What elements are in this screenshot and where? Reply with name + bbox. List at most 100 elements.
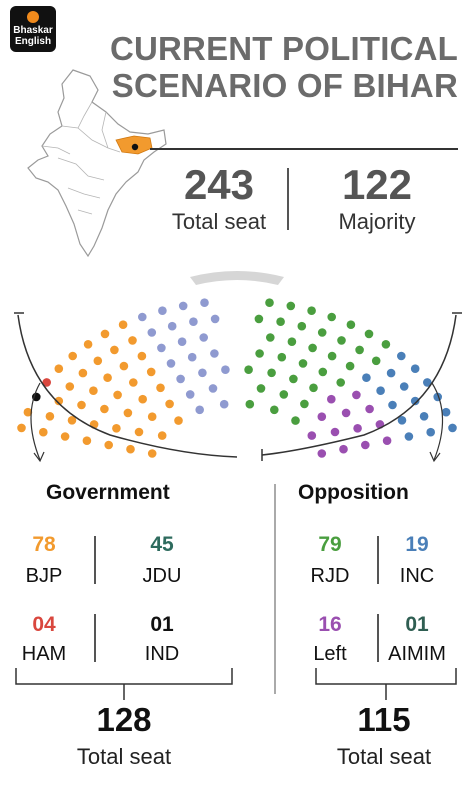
seat-dot bbox=[376, 386, 385, 395]
bhaskar-logo: Bhaskar English bbox=[10, 6, 56, 52]
seat-dot bbox=[441, 407, 451, 417]
speaker-dais bbox=[190, 271, 284, 285]
seat-dot bbox=[289, 374, 298, 384]
government-bracket bbox=[17, 314, 238, 458]
seat-dot bbox=[68, 351, 77, 361]
seat-dot bbox=[178, 301, 188, 311]
ind-label: IND bbox=[144, 643, 180, 665]
seat-dot bbox=[157, 343, 166, 353]
inc-seats: 19 bbox=[405, 533, 429, 556]
rjd-seats: 79 bbox=[318, 533, 342, 556]
seat-dot bbox=[89, 386, 98, 395]
seat-dot bbox=[100, 404, 109, 414]
opposition-total-label: Total seat bbox=[336, 744, 432, 769]
opposition-arrow-icon bbox=[431, 382, 444, 461]
seat-dot bbox=[287, 337, 297, 346]
seat-dot bbox=[327, 394, 336, 404]
seat-dot bbox=[78, 368, 88, 378]
opp-divider-bottom bbox=[377, 614, 379, 662]
seat-dot bbox=[255, 349, 264, 358]
government-total-value: 128 bbox=[96, 701, 152, 738]
seat-dot bbox=[129, 378, 138, 387]
seat-dot bbox=[67, 416, 77, 425]
seat-dot bbox=[345, 361, 355, 371]
seat-dot bbox=[309, 383, 318, 393]
panel-divider bbox=[274, 484, 276, 694]
seat-dot bbox=[256, 384, 266, 393]
seat-dot bbox=[39, 427, 48, 437]
seat-dot bbox=[221, 365, 230, 374]
inc-label: INC bbox=[399, 565, 435, 587]
seat-dot bbox=[341, 408, 351, 418]
seat-dot bbox=[123, 408, 133, 418]
seat-dot bbox=[266, 333, 275, 342]
seat-dot bbox=[286, 301, 296, 311]
jdu-seats: 45 bbox=[150, 533, 174, 556]
seat-dot bbox=[210, 314, 220, 324]
seat-dot bbox=[104, 440, 113, 450]
majority-stat: 122 Majority bbox=[318, 163, 436, 235]
logo-line1: Bhaskar bbox=[13, 25, 53, 36]
seat-dot bbox=[165, 399, 174, 409]
seat-dot bbox=[361, 440, 370, 450]
government-total-label: Total seat bbox=[76, 744, 172, 769]
seat-dot bbox=[337, 336, 346, 345]
seat-dot bbox=[291, 416, 300, 425]
seat-dot bbox=[187, 352, 197, 362]
seat-dot bbox=[208, 384, 218, 393]
seat-dot bbox=[423, 378, 432, 387]
seat-dot bbox=[118, 320, 128, 329]
opp-divider-top bbox=[377, 536, 379, 584]
bihar-marker-icon bbox=[131, 143, 139, 151]
seat-dot bbox=[45, 412, 55, 421]
seat-dot bbox=[244, 365, 253, 374]
seat-dot bbox=[279, 390, 289, 399]
seat-dot bbox=[371, 356, 381, 366]
opposition-total-value: 115 bbox=[357, 701, 411, 738]
seat-dot bbox=[156, 383, 165, 393]
seat-dot bbox=[388, 400, 397, 410]
seat-dot bbox=[119, 361, 129, 371]
seat-dot bbox=[167, 321, 177, 331]
seat-dot bbox=[254, 314, 264, 324]
seat-dot bbox=[195, 405, 204, 415]
page-title: CURRENT POLITICAL SCENARIO OF BIHAR bbox=[110, 30, 458, 104]
total-seat-stat: 243 Total seat bbox=[160, 163, 278, 235]
seat-dot bbox=[219, 399, 229, 409]
seat-dot bbox=[82, 436, 92, 445]
seat-dot bbox=[327, 312, 337, 322]
seat-dot bbox=[83, 340, 93, 349]
seat-dot bbox=[198, 368, 207, 378]
seat-dot bbox=[200, 298, 209, 307]
seat-dot bbox=[265, 298, 274, 307]
seat-dot bbox=[448, 423, 457, 433]
seat-dot bbox=[110, 345, 119, 355]
seat-dot bbox=[134, 427, 144, 437]
majority-label: Majority bbox=[338, 209, 416, 234]
seat-dot bbox=[307, 306, 316, 315]
summary-divider bbox=[287, 168, 289, 230]
seat-dot bbox=[318, 367, 328, 377]
seat-dot bbox=[147, 412, 157, 421]
seat-dot bbox=[93, 356, 103, 366]
seat-dot bbox=[317, 449, 327, 458]
seat-dot bbox=[404, 432, 414, 441]
ham-seats: 04 bbox=[32, 613, 56, 636]
seat-dot bbox=[365, 404, 374, 414]
opposition-heading: Opposition bbox=[298, 481, 409, 504]
seat-dot bbox=[330, 427, 340, 437]
seat-dot bbox=[352, 390, 361, 400]
map-pointer-line bbox=[150, 148, 458, 150]
ham-label: HAM bbox=[21, 643, 67, 665]
seat-dot bbox=[177, 337, 187, 346]
seat-dot bbox=[147, 449, 157, 458]
seat-dot bbox=[381, 340, 391, 349]
seat-dot bbox=[65, 382, 75, 391]
seat-dot bbox=[397, 351, 406, 361]
seat-dot bbox=[410, 364, 420, 373]
seat-dot bbox=[157, 431, 167, 440]
seat-dot bbox=[54, 364, 64, 373]
seat-dot bbox=[364, 329, 374, 339]
assembly-hall-diagram bbox=[14, 271, 462, 463]
title-line1: CURRENT POLITICAL bbox=[109, 30, 458, 67]
